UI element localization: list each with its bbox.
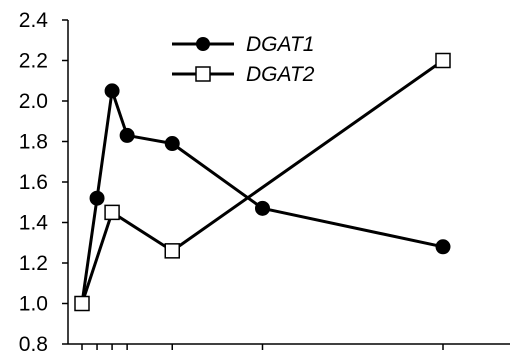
- y-tick-label: 1.2: [19, 252, 48, 275]
- y-tick-label: 1.4: [19, 212, 49, 235]
- data-point: [104, 83, 120, 99]
- y-tick-label: 1.8: [19, 131, 48, 154]
- y-tick-label: 2.2: [19, 50, 48, 73]
- y-tick-label: 2.0: [19, 90, 48, 113]
- series-line-dgat1: [80, 89, 444, 304]
- series-line-dgat2: [80, 59, 444, 304]
- legend-marker: [196, 37, 210, 51]
- y-tick-label: 2.4: [19, 9, 49, 32]
- y-tick-label: 1.0: [19, 293, 48, 316]
- series-dgat1: [74, 83, 451, 311]
- y-tick-label: 0.8: [19, 333, 48, 354]
- data-point: [164, 136, 180, 152]
- legend-item-dgat2: DGAT2: [172, 63, 315, 86]
- axes: 0.8 1.0 1.2 1.4 1.6 1.8 2.0 2.2 2.4: [19, 9, 510, 354]
- data-point: [74, 295, 90, 312]
- data-point: [89, 190, 105, 206]
- data-point: [435, 52, 451, 69]
- data-point: [164, 243, 180, 259]
- legend-item-dgat1: DGAT1: [172, 33, 314, 56]
- legend-label: DGAT1: [246, 33, 314, 56]
- y-tick-label: 1.6: [19, 171, 48, 194]
- data-point: [255, 200, 270, 216]
- data-point: [435, 239, 451, 255]
- data-point: [119, 127, 135, 143]
- legend: DGAT1 DGAT2: [172, 33, 315, 86]
- legend-label: DGAT2: [246, 63, 315, 86]
- data-point: [104, 204, 120, 221]
- series-dgat2: [74, 52, 451, 312]
- series-group: [74, 52, 451, 312]
- legend-marker: [195, 66, 211, 82]
